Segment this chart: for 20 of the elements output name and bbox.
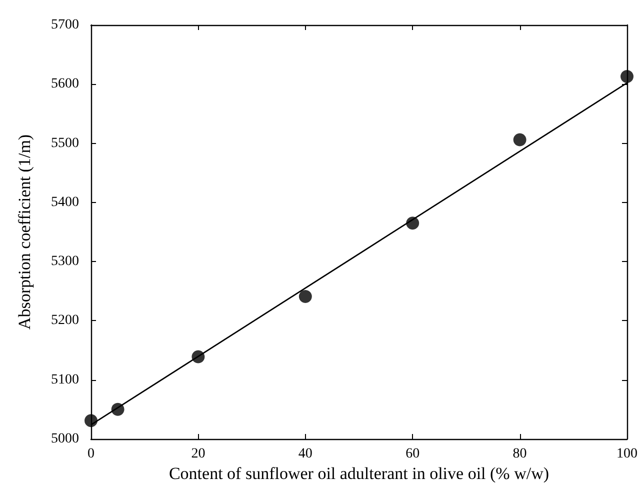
y-tick-label: 5400 bbox=[51, 194, 79, 210]
y-tick-label: 5700 bbox=[51, 18, 79, 32]
point bbox=[298, 290, 312, 303]
y-tick-label: 5300 bbox=[51, 254, 79, 270]
x-tick-label: 60 bbox=[406, 446, 420, 462]
x-tick-label: 20 bbox=[191, 446, 206, 462]
y-tick-label: 5000 bbox=[51, 432, 79, 446]
y-tick-label: 5200 bbox=[51, 313, 79, 328]
point bbox=[620, 70, 634, 83]
x-tick-label: 100 bbox=[616, 446, 638, 462]
point bbox=[84, 414, 98, 428]
y-tick-label: 5100 bbox=[51, 372, 79, 388]
y-tick-label: 5600 bbox=[51, 76, 79, 92]
y-tick-label: 5500 bbox=[51, 136, 79, 151]
x-axis-title: Content of sunflower oil adulterant in olive oil (% w/w) bbox=[168, 464, 550, 483]
x-tick-label: 40 bbox=[298, 446, 312, 462]
x-tick-label: 80 bbox=[512, 446, 527, 462]
y-axis-title: Absorption coefficient (1/m) bbox=[15, 134, 34, 330]
point bbox=[513, 133, 526, 146]
x-tick-label: 0 bbox=[88, 446, 94, 462]
